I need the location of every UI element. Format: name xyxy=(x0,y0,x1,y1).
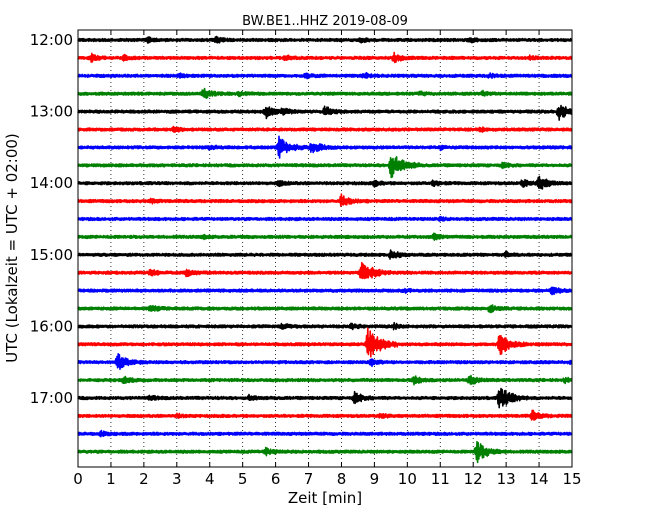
y-tick-label: 15:00 xyxy=(30,246,73,264)
plot-frame xyxy=(77,29,573,468)
y-axis-label: UTC (Lokalzeit = UTC + 02:00) xyxy=(3,133,21,363)
seismic-trace xyxy=(77,352,573,371)
x-tick-label: 1 xyxy=(106,470,116,488)
seismic-trace xyxy=(77,51,573,64)
x-axis: 0 1 2 3 4 5 6 7 8 9 10 11 12 13 14 15 xyxy=(73,30,582,488)
seismic-trace xyxy=(77,193,573,207)
x-axis-label: Zeit [min] xyxy=(288,489,362,507)
x-tick-label: 12 xyxy=(464,470,483,488)
chart-title: BW.BE1..HHZ 2019-08-09 xyxy=(242,14,408,29)
seismic-trace xyxy=(77,321,573,331)
x-tick-label: 11 xyxy=(431,470,450,488)
x-tick-label: 4 xyxy=(205,470,215,488)
seismic-trace xyxy=(77,72,573,80)
seismic-trace xyxy=(77,374,573,386)
y-tick-label: 13:00 xyxy=(30,103,73,121)
y-axis: 12:00 13:00 14:00 15:00 16:00 17:00 xyxy=(30,31,572,407)
x-tick-label: 15 xyxy=(562,470,581,488)
seismic-trace xyxy=(77,249,573,260)
seismic-trace xyxy=(77,440,573,464)
seismic-trace xyxy=(77,104,573,121)
seismic-trace xyxy=(77,327,573,358)
trace-group xyxy=(77,35,573,464)
x-tick-label: 14 xyxy=(530,470,549,488)
seismic-trace xyxy=(77,125,573,133)
x-tick-label: 2 xyxy=(139,470,149,488)
seismic-trace xyxy=(77,135,573,159)
seismic-trace xyxy=(77,175,573,190)
seismic-trace xyxy=(77,35,573,44)
seismic-trace xyxy=(77,429,573,438)
x-tick-label: 13 xyxy=(497,470,516,488)
x-tick-label: 8 xyxy=(337,470,347,488)
y-tick-label: 16:00 xyxy=(30,317,73,335)
seismic-trace xyxy=(77,387,573,409)
seismic-trace xyxy=(77,286,573,296)
y-tick-label: 12:00 xyxy=(30,31,73,49)
seismic-trace xyxy=(77,261,573,280)
x-tick-label: 9 xyxy=(370,470,380,488)
seismic-trace xyxy=(77,87,573,99)
x-tick-label: 5 xyxy=(238,470,248,488)
y-tick-label: 14:00 xyxy=(30,174,73,192)
seismic-trace xyxy=(77,215,573,222)
x-tick-label: 7 xyxy=(304,470,314,488)
x-tick-label: 6 xyxy=(271,470,281,488)
y-tick-label: 17:00 xyxy=(30,389,73,407)
seismic-trace xyxy=(77,156,573,179)
x-tick-label: 0 xyxy=(73,470,83,488)
seismic-trace xyxy=(77,409,573,421)
seismic-trace xyxy=(77,304,573,314)
x-tick-label: 3 xyxy=(172,470,182,488)
seismic-trace xyxy=(77,232,573,241)
x-tick-label: 10 xyxy=(398,470,417,488)
